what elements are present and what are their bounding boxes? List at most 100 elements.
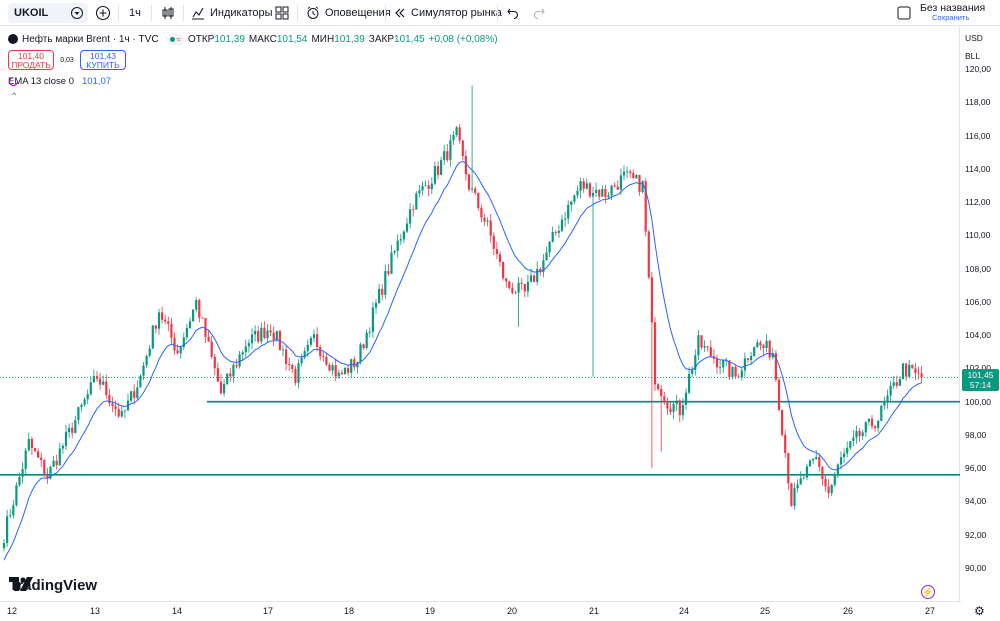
- candle: [319, 344, 322, 361]
- currency-label[interactable]: USD: [965, 33, 983, 43]
- candle: [827, 479, 830, 499]
- series-title[interactable]: Нефть марки Brent · 1ч · TVC: [22, 33, 159, 45]
- candle: [350, 358, 353, 378]
- candle-body: [418, 190, 421, 194]
- tradingview-logo[interactable]: TradingView: [9, 577, 97, 594]
- alerts-button[interactable]: Оповещения: [306, 0, 391, 26]
- candle-body: [920, 373, 923, 378]
- compare-icon[interactable]: [70, 6, 84, 20]
- candle: [232, 363, 235, 383]
- candle: [316, 327, 319, 352]
- candle: [675, 394, 678, 412]
- candle: [89, 376, 92, 396]
- candle-body: [145, 355, 148, 366]
- candles-icon: [161, 5, 175, 21]
- ema-legend[interactable]: EMA 13 close 0 101,07: [8, 76, 111, 87]
- candle-body: [545, 252, 548, 261]
- candle-body: [120, 411, 123, 417]
- layout-name-button[interactable]: Без названия Сохранить: [920, 0, 985, 26]
- candle-body: [588, 183, 591, 197]
- candle: [55, 454, 58, 470]
- candle: [895, 375, 898, 389]
- candle-body: [743, 358, 746, 371]
- buy-button[interactable]: 101,43 КУПИТЬ: [80, 50, 126, 70]
- candle-body: [368, 331, 371, 333]
- candle-body: [285, 349, 288, 364]
- candle: [498, 251, 502, 267]
- candle-body: [452, 135, 455, 141]
- candle-body: [542, 260, 545, 272]
- replay-button[interactable]: Симулятор рынка: [394, 0, 502, 26]
- price-label: 106,00: [965, 296, 991, 307]
- trade-buttons: 101,40 ПРОДАТЬ 0,03 101,43 КУПИТЬ: [8, 50, 126, 70]
- time-label: 12: [6, 606, 18, 616]
- candle: [796, 479, 799, 493]
- candle-body: [523, 283, 526, 292]
- candle: [560, 214, 564, 233]
- candle: [877, 419, 880, 433]
- candle: [123, 409, 126, 419]
- candle: [508, 280, 511, 290]
- candle-body: [858, 430, 861, 436]
- candle: [892, 376, 895, 389]
- templates-button[interactable]: [275, 0, 289, 26]
- candle-body: [188, 321, 192, 329]
- candle-body: [917, 372, 920, 374]
- candle-body: [343, 368, 347, 375]
- candle: [653, 317, 657, 391]
- candle-body: [877, 420, 880, 429]
- candle: [130, 390, 133, 403]
- candle-body: [560, 219, 564, 231]
- candle: [784, 430, 787, 458]
- unit-label[interactable]: BLL: [965, 51, 981, 61]
- price-axis[interactable]: USD BLL 120,00 118,00 116,00 114,00 112,00 11…: [961, 27, 1000, 601]
- candle-body: [852, 437, 855, 442]
- price-label: 90,00: [965, 563, 987, 573]
- candle: [750, 351, 753, 365]
- time-axis[interactable]: 12 13 14 17 18 19 20 21 24 25 26 27: [0, 601, 961, 621]
- price-label: 118,00: [965, 97, 991, 108]
- price-label: 98,00: [965, 429, 987, 440]
- candle: [706, 345, 709, 352]
- symbol-search[interactable]: UKOIL: [8, 3, 88, 23]
- sell-button[interactable]: 101,40 ПРОДАТЬ: [8, 50, 54, 70]
- candle-body: [511, 287, 514, 294]
- interval-button[interactable]: 1ч: [129, 0, 141, 26]
- chart-type-button[interactable]: [161, 0, 175, 26]
- price-label: 102,00: [965, 363, 991, 373]
- collapse-legend-icon[interactable]: ⌃: [10, 92, 19, 103]
- candle-body: [641, 181, 644, 192]
- candle-body: [458, 127, 461, 141]
- candle: [74, 415, 77, 434]
- redo-button[interactable]: [533, 0, 545, 26]
- candle-body: [306, 344, 309, 352]
- candle: [554, 229, 557, 236]
- candle: [582, 177, 585, 193]
- candle: [715, 354, 719, 374]
- chart-pane[interactable]: Нефть марки Brent · 1ч · TVC ≈ ОТКР 101,3…: [0, 27, 960, 601]
- undo-button[interactable]: [507, 0, 519, 26]
- settings-gear-icon[interactable]: ⚙: [974, 604, 985, 618]
- lightning-icon[interactable]: ⚡: [921, 585, 935, 599]
- market-status[interactable]: ≈: [166, 33, 184, 45]
- candle: [883, 396, 886, 410]
- indicators-button[interactable]: Индикаторы: [191, 0, 273, 26]
- layout-checkbox[interactable]: [897, 0, 911, 26]
- candle-body: [381, 289, 384, 295]
- candle-body: [737, 376, 740, 378]
- price-chart[interactable]: [0, 27, 960, 601]
- candle-body: [294, 368, 297, 383]
- candle: [95, 370, 99, 382]
- candle: [657, 383, 660, 392]
- candle-body: [207, 336, 210, 342]
- candle: [368, 327, 371, 338]
- candle: [551, 226, 554, 243]
- add-symbol-button[interactable]: [95, 0, 111, 26]
- candle: [650, 271, 653, 469]
- candle: [647, 229, 650, 280]
- candle: [867, 418, 870, 426]
- candle-body: [731, 366, 734, 377]
- candle: [672, 401, 675, 420]
- candle-body: [502, 261, 505, 279]
- candle-body: [374, 302, 378, 308]
